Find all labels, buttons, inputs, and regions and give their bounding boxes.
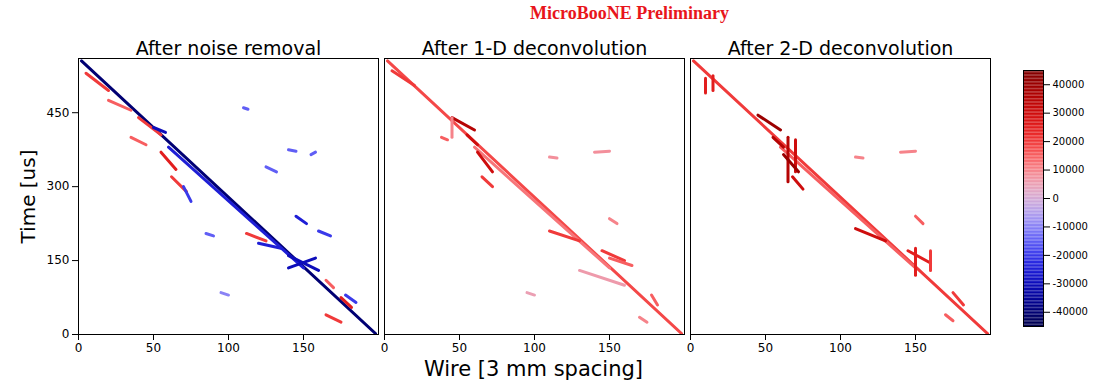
svg-text:100: 100 — [523, 341, 546, 355]
svg-text:50: 50 — [146, 341, 161, 355]
html-text:MicroBooNE Preliminary: MicroBooNE Preliminary — [530, 3, 729, 23]
svg-text:150: 150 — [904, 341, 927, 355]
svg-text:After 1-D deconvolution: After 1-D deconvolution — [422, 37, 648, 59]
svg-text:150: 150 — [292, 341, 315, 355]
svg-text:After noise removal: After noise removal — [136, 37, 322, 59]
svg-text:0: 0 — [75, 341, 83, 355]
svg-text:After 2-D deconvolution: After 2-D deconvolution — [728, 37, 954, 59]
svg-text:0: 0 — [381, 341, 388, 355]
svg-text:Time [us]: Time [us] — [16, 149, 40, 244]
svg-text:20000: 20000 — [1053, 136, 1085, 147]
svg-text:150: 150 — [598, 341, 621, 355]
svg-text:300: 300 — [47, 179, 70, 193]
svg-text:-10000: -10000 — [1053, 221, 1088, 232]
svg-text:50: 50 — [758, 341, 773, 355]
svg-text:50: 50 — [452, 341, 467, 355]
svg-text:0: 0 — [1053, 193, 1059, 204]
svg-text:0: 0 — [687, 341, 694, 355]
svg-text:100: 100 — [829, 341, 852, 355]
svg-text:30000: 30000 — [1053, 107, 1085, 118]
svg-text:0: 0 — [62, 327, 70, 341]
svg-text:-40000: -40000 — [1053, 306, 1088, 317]
svg-text:150: 150 — [47, 253, 70, 267]
svg-text:10000: 10000 — [1053, 164, 1085, 175]
svg-text:-30000: -30000 — [1053, 278, 1088, 289]
html-text:Wire [3 mm spacing]: Wire [3 mm spacing] — [424, 357, 643, 381]
svg-text:450: 450 — [47, 106, 70, 120]
svg-text:100: 100 — [217, 341, 240, 355]
svg-text:40000: 40000 — [1053, 79, 1085, 90]
svg-text:-20000: -20000 — [1053, 250, 1088, 261]
